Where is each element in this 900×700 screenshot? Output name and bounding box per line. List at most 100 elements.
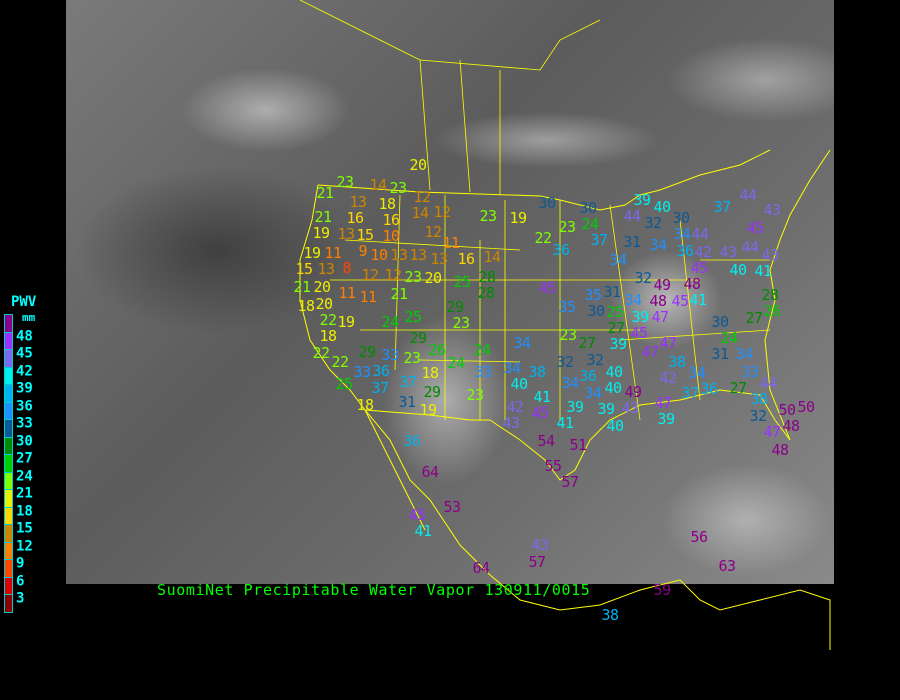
station-pwv-value: 14 [369,175,388,194]
station-pwv-value: 13 [409,245,428,264]
legend-swatch [4,331,13,350]
station-pwv-value: 12 [413,187,432,206]
station-pwv-value: 47 [763,422,782,441]
station-pwv-value: 59 [653,580,672,599]
station-pwv-value: 16 [457,249,476,268]
legend-swatch [4,506,13,525]
station-pwv-value: 23 [558,217,577,236]
station-pwv-value: 48 [782,416,801,435]
station-pwv-value: 23 [559,325,578,344]
station-pwv-value: 24 [581,214,600,233]
station-pwv-value: 39 [657,409,676,428]
station-pwv-value: 21 [314,207,333,226]
station-pwv-value: 37 [371,378,390,397]
station-pwv-value: 11 [359,287,378,306]
station-pwv-value: 13 [317,259,336,278]
station-pwv-value: 34 [584,383,603,402]
station-pwv-value: 31 [711,344,730,363]
station-pwv-value: 25 [606,302,625,321]
station-pwv-value: 27 [745,308,764,327]
station-pwv-value: 38 [528,362,547,381]
station-pwv-value: 28 [761,285,780,304]
station-pwv-value: 49 [624,382,643,401]
station-pwv-value: 43 [761,245,780,264]
station-pwv-value: 64 [472,558,491,577]
station-pwv-value: 33 [474,362,493,381]
legend-tick-label: 36 [16,398,33,414]
station-pwv-value: 30 [672,208,691,227]
station-pwv-value: 39 [566,397,585,416]
station-pwv-value: 21 [293,277,312,296]
legend-tick-label: 27 [16,450,33,467]
legend-swatch [4,524,13,543]
station-pwv-value: 57 [561,472,580,491]
legend-tick-label: 30 [16,433,33,449]
station-pwv-value: 27 [578,333,597,352]
station-pwv-value: 44 [741,237,760,256]
legend-tick-label: 48 [16,328,33,344]
station-pwv-value: 20 [315,294,334,313]
station-pwv-value: 49 [653,275,672,294]
legend-swatch [4,541,13,560]
station-pwv-value: 19 [303,243,322,262]
station-pwv-value: 27 [729,378,748,397]
station-pwv-value: 48 [649,291,668,310]
station-pwv-value: 48 [683,274,702,293]
legend-tick-label: 42 [16,363,33,379]
state-lines [330,194,771,421]
station-pwv-value: 47 [641,342,660,361]
legend-tick-label: 39 [16,380,33,397]
station-pwv-value: 12 [424,222,443,241]
station-pwv-value: 37 [590,230,609,249]
station-pwv-value: 30 [711,312,730,331]
legend-swatch [4,454,13,473]
station-pwv-value: 41 [556,413,575,432]
station-pwv-value: 23 [336,172,355,191]
station-pwv-value: 42 [506,397,525,416]
station-pwv-value: 39 [597,399,616,418]
legend-swatch [4,314,13,333]
station-pwv-value: 30 [579,198,598,217]
station-pwv-value: 32 [586,350,605,369]
baja [364,409,426,531]
station-pwv-value: 34 [561,373,580,392]
legend-tick-label: 45 [16,345,33,362]
legend-swatch [4,366,13,385]
station-pwv-value: 39 [633,190,652,209]
station-pwv-value: 41 [754,261,773,280]
station-pwv-value: 41 [414,521,433,540]
legend-tick-label: 18 [16,503,33,519]
station-pwv-value: 33 [353,362,372,381]
station-pwv-value: 12 [433,202,452,221]
station-pwv-value: 19 [509,208,528,227]
station-pwv-value: 18 [319,326,338,345]
station-pwv-value: 40 [606,416,625,435]
station-pwv-value: 37 [713,197,732,216]
satellite-image [66,0,834,584]
station-pwv-value: 53 [443,497,462,516]
station-pwv-value: 40 [653,197,672,216]
legend-tick-label: 6 [16,573,25,589]
station-pwv-value: 33 [741,362,760,381]
mexico-coast [489,574,831,650]
station-pwv-value: 44 [759,373,778,392]
station-pwv-value: 34 [673,224,692,243]
gulf-coast [489,389,791,481]
legend-swatch [4,419,13,438]
station-pwv-value: 44 [623,206,642,225]
station-pwv-value: 34 [649,235,668,254]
station-pwv-value: 40 [729,260,748,279]
legend-swatch [4,489,13,508]
station-pwv-value: 37 [681,383,700,402]
station-pwv-value: 20 [313,277,332,296]
station-pwv-value: 21 [390,284,409,303]
station-pwv-value: 31 [623,232,642,251]
station-pwv-value: 32 [644,213,663,232]
station-pwv-value: 25 [335,374,354,393]
station-pwv-value: 34 [513,333,532,352]
station-pwv-value: 22 [534,228,553,247]
station-pwv-value: 14 [483,247,502,266]
station-pwv-value: 16 [346,208,365,227]
station-pwv-value: 40 [604,378,623,397]
station-pwv-value: 13 [349,192,368,211]
